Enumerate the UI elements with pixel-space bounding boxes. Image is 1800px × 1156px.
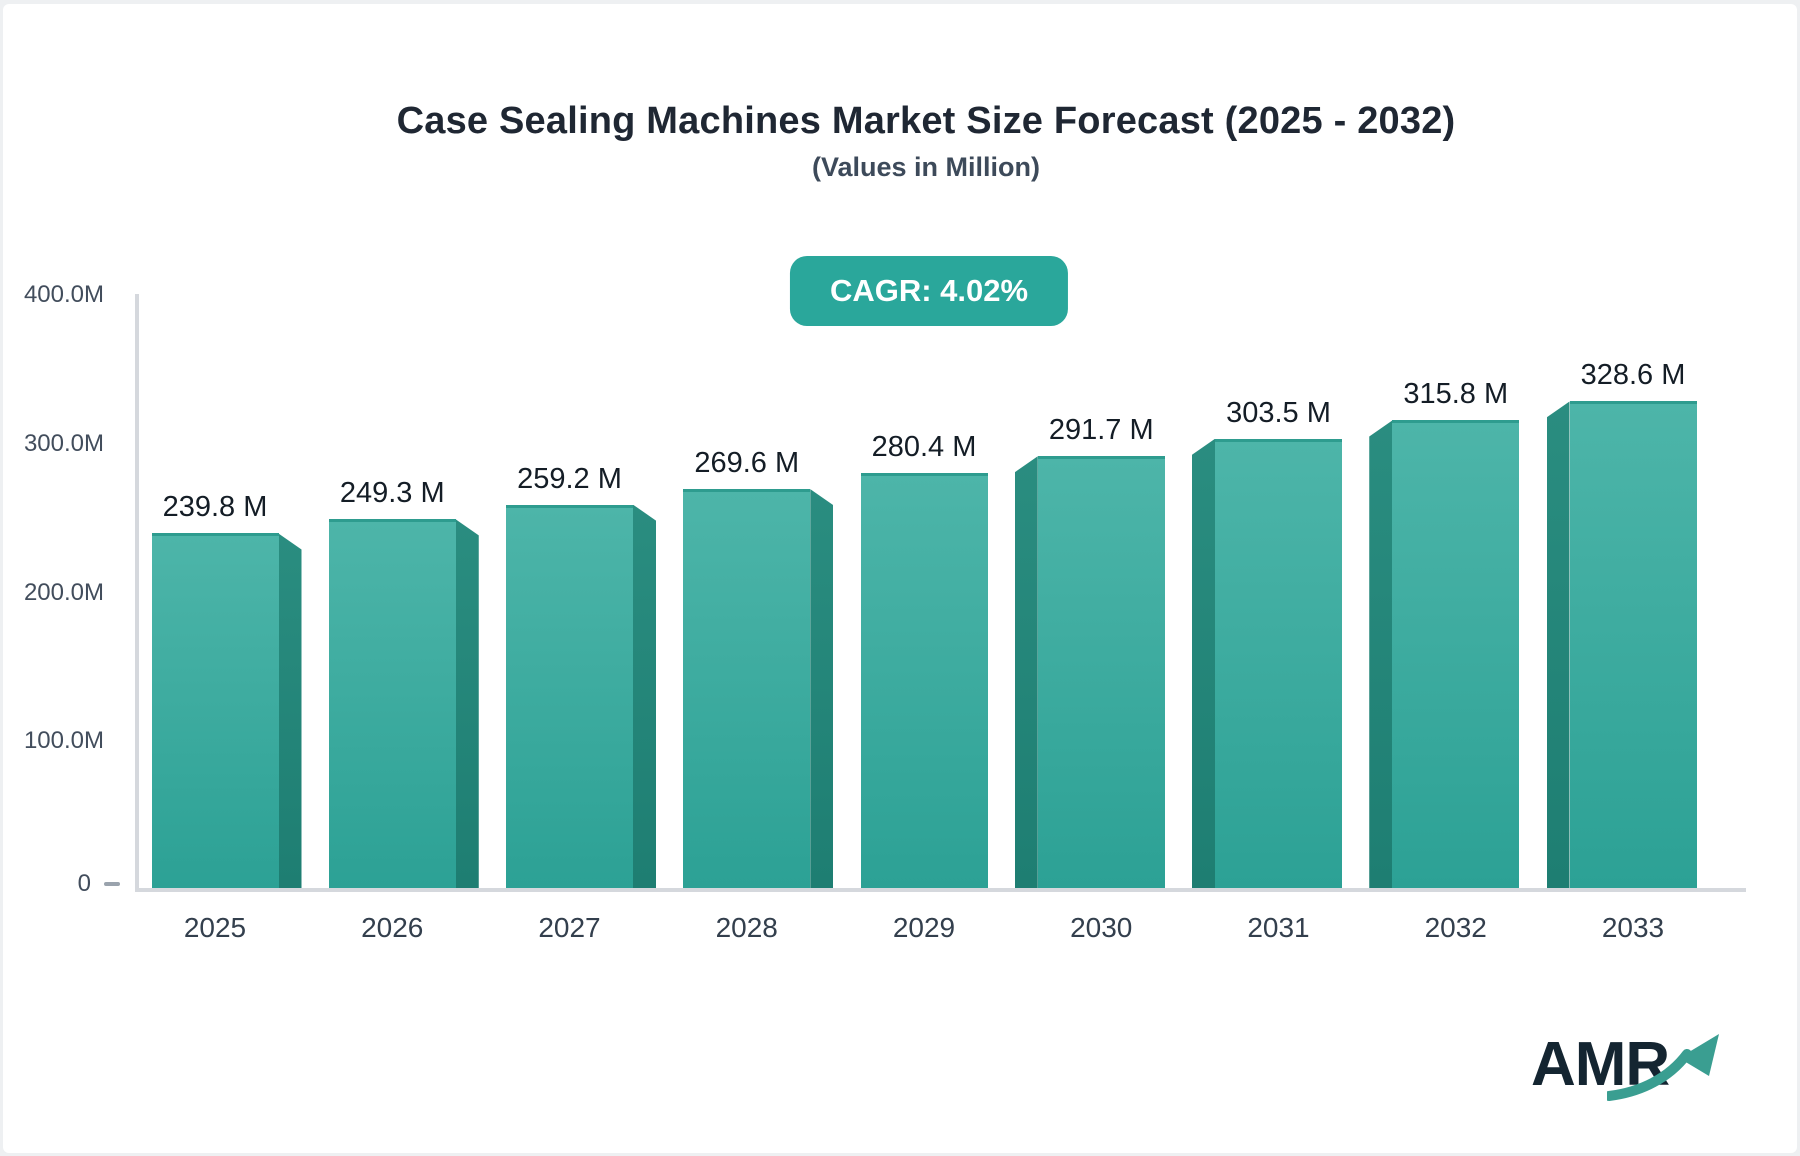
x-axis-year-label: 2025 [183, 912, 247, 943]
zero-tick-dash [104, 882, 120, 886]
bar-value-label: 259.2 M [517, 462, 622, 495]
bar-face [506, 504, 633, 888]
bar-column: 269.6 M [683, 447, 834, 888]
bar-column: 280.4 M [860, 431, 988, 888]
x-axis-year-label: 2027 [538, 912, 601, 943]
bar-face [1569, 401, 1697, 888]
x-axis-year-label: 2028 [715, 912, 778, 943]
y-axis-tick-label: 200.0M [23, 578, 104, 606]
bar-side-face [278, 533, 302, 888]
bar-face [1392, 420, 1520, 888]
y-axis-tick-label: 300.0M [23, 429, 104, 457]
bar-value-label: 239.8 M [162, 491, 268, 524]
bar-side-face [1014, 456, 1038, 888]
amr-logo: AMR [1531, 1034, 1741, 1114]
bar-column: 303.5 M [1192, 397, 1342, 888]
cagr-badge: CAGR: 4.02% [789, 256, 1069, 326]
y-axis-tick-label: 100.0M [23, 727, 104, 755]
bar-column: 239.8 M [151, 491, 302, 888]
bar-value-label: 249.3 M [339, 477, 445, 510]
bar-side-face [633, 504, 656, 888]
bar-value-label: 269.6 M [694, 447, 800, 480]
bar-column: 291.7 M [1014, 414, 1165, 888]
bar-column: 259.2 M [506, 463, 656, 888]
bar-side-face [1369, 420, 1393, 888]
bar-column: 249.3 M [328, 477, 479, 888]
bar-face [860, 473, 988, 888]
bar-value-label: 328.6 M [1580, 359, 1686, 392]
x-axis-year-label: 2032 [1424, 912, 1487, 943]
amr-logo-arrow-icon [1607, 1034, 1719, 1101]
x-axis-line [135, 888, 1746, 892]
x-axis-year-label: 2033 [1601, 912, 1665, 943]
bar-column: 315.8 M [1369, 378, 1520, 888]
bar-value-label: 315.8 M [1403, 378, 1509, 411]
bar-value-label: 303.5 M [1226, 396, 1331, 429]
chart-title: Case Sealing Machines Market Size Foreca… [396, 100, 1456, 142]
bar-column: 328.6 M [1546, 359, 1697, 888]
chart-subtitle: (Values in Million) [811, 152, 1041, 182]
bar-face [1037, 456, 1165, 888]
bar-side-face [455, 519, 479, 888]
bar-face [328, 519, 456, 888]
bar-side-face [1546, 401, 1570, 888]
bar-value-label: 280.4 M [871, 431, 977, 464]
page-card: Case Sealing Machines Market Size Foreca… [3, 4, 1797, 1153]
bar-side-face [1192, 438, 1215, 888]
x-axis-year-label: 2031 [1247, 912, 1310, 943]
bar-face [151, 533, 279, 888]
bar-face [683, 489, 811, 888]
y-axis-tick-label: 0 [77, 870, 91, 897]
x-axis-year-label: 2026 [361, 912, 424, 943]
x-axis-year-label: 2029 [892, 912, 956, 943]
x-axis-year-label: 2030 [1070, 912, 1133, 943]
bar-value-label: 291.7 M [1048, 414, 1154, 447]
bar-side-face [810, 489, 834, 888]
bar-face [1215, 438, 1342, 888]
y-axis-line [135, 294, 139, 888]
y-axis-tick-label: 400.0M [23, 281, 104, 309]
